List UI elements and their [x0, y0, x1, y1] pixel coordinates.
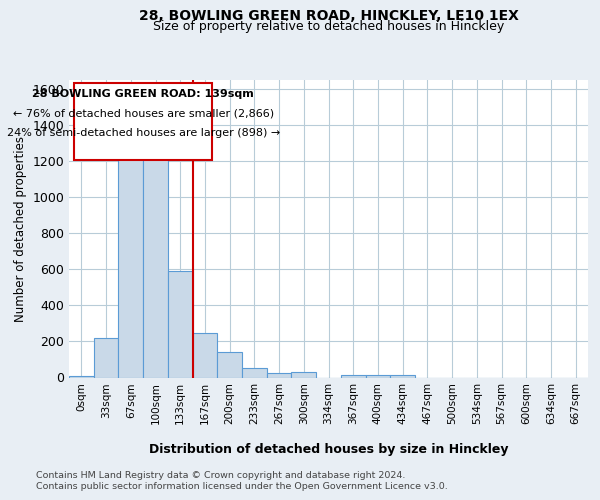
Bar [118, 156, 143, 378]
Bar [143, 143, 168, 378]
Bar [365, 375, 390, 378]
Bar [390, 375, 415, 378]
Bar [267, 373, 292, 378]
Bar [94, 338, 118, 378]
Text: Contains public sector information licensed under the Open Government Licence v3: Contains public sector information licen… [36, 482, 448, 491]
Bar [292, 372, 316, 378]
Text: 28, BOWLING GREEN ROAD, HINCKLEY, LE10 1EX: 28, BOWLING GREEN ROAD, HINCKLEY, LE10 1… [139, 9, 519, 23]
Text: Distribution of detached houses by size in Hinckley: Distribution of detached houses by size … [149, 442, 509, 456]
Bar [193, 334, 217, 378]
FancyBboxPatch shape [74, 83, 212, 160]
Bar [217, 352, 242, 378]
Y-axis label: Number of detached properties: Number of detached properties [14, 136, 27, 322]
Text: 24% of semi-detached houses are larger (898) →: 24% of semi-detached houses are larger (… [7, 128, 280, 138]
Text: ← 76% of detached houses are smaller (2,866): ← 76% of detached houses are smaller (2,… [13, 108, 274, 118]
Bar [242, 368, 267, 378]
Bar [168, 271, 193, 378]
Bar [69, 376, 94, 378]
Text: Contains HM Land Registry data © Crown copyright and database right 2024.: Contains HM Land Registry data © Crown c… [36, 471, 406, 480]
Text: 28 BOWLING GREEN ROAD: 139sqm: 28 BOWLING GREEN ROAD: 139sqm [32, 89, 254, 99]
Text: Size of property relative to detached houses in Hinckley: Size of property relative to detached ho… [153, 20, 505, 33]
Bar [341, 375, 365, 378]
